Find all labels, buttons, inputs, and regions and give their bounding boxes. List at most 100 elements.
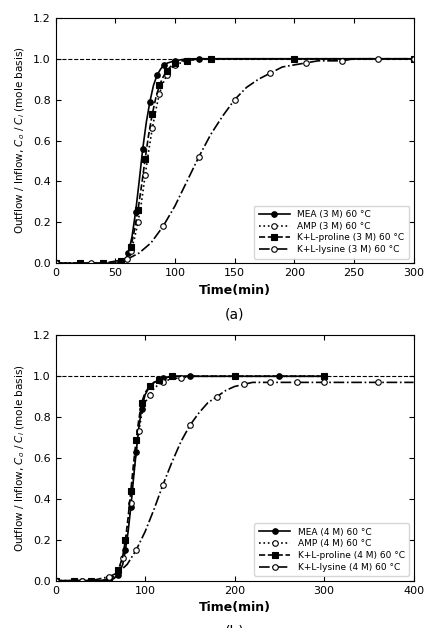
Line: K+L-proline (3 M) 60 °C: K+L-proline (3 M) 60 °C (53, 56, 417, 266)
K+L-proline (4 M) 60 °C (116, 566, 121, 574)
MEA (4 M) 60 °C (160, 374, 166, 382)
Line: K+L-proline (4 M) 60 °C: K+L-proline (4 M) 60 °C (53, 374, 327, 583)
K+L-proline (3 M) 60 °C (101, 259, 106, 267)
K+L-lysine (3 M) 60 °C (399, 55, 404, 63)
AMP (3 M) 60 °C (128, 247, 134, 255)
K+L-lysine (4 M) 60 °C (232, 382, 237, 390)
MEA (3 M) 60 °C (137, 178, 142, 185)
K+L-lysine (3 M) 60 °C (268, 69, 273, 77)
MEA (4 M) 60 °C (187, 372, 192, 380)
K+L-proline (4 M) 60 °C (142, 389, 148, 396)
K+L-lysine (3 M) 60 °C (160, 223, 166, 230)
K+L-proline (4 M) 60 °C (89, 577, 94, 585)
K+L-proline (4 M) 60 °C (187, 372, 192, 380)
K+L-lysine (3 M) 60 °C (387, 55, 392, 63)
MEA (3 M) 60 °C (232, 55, 237, 63)
K+L-lysine (4 M) 60 °C (286, 379, 291, 386)
K+L-lysine (4 M) 60 °C (259, 379, 264, 386)
X-axis label: Time(min): Time(min) (198, 601, 271, 614)
MEA (3 M) 60 °C (140, 145, 145, 153)
K+L-proline (3 M) 60 °C (124, 253, 130, 261)
AMP (4 M) 60 °C (53, 577, 58, 585)
AMP (4 M) 60 °C (116, 566, 121, 574)
K+L-proline (4 M) 60 °C (126, 514, 131, 521)
MEA (3 M) 60 °C (411, 55, 416, 63)
K+L-lysine (3 M) 60 °C (196, 153, 201, 161)
AMP (3 M) 60 °C (168, 65, 173, 73)
MEA (4 M) 60 °C (142, 391, 148, 398)
K+L-lysine (3 M) 60 °C (232, 96, 237, 104)
MEA (4 M) 60 °C (123, 546, 128, 554)
K+L-proline (4 M) 60 °C (232, 372, 237, 380)
K+L-lysine (4 M) 60 °C (357, 379, 363, 386)
MEA (4 M) 60 °C (232, 372, 237, 380)
K+L-proline (3 M) 60 °C (128, 243, 134, 251)
K+L-proline (4 M) 60 °C (123, 536, 128, 544)
K+L-proline (3 M) 60 °C (65, 259, 70, 267)
Text: (b): (b) (225, 625, 244, 628)
K+L-proline (3 M) 60 °C (292, 55, 297, 63)
K+L-lysine (4 M) 60 °C (223, 387, 228, 394)
MEA (3 M) 60 °C (126, 249, 131, 257)
Line: AMP (4 M) 60 °C: AMP (4 M) 60 °C (53, 374, 327, 583)
K+L-lysine (3 M) 60 °C (220, 112, 225, 120)
MEA (3 M) 60 °C (144, 119, 149, 126)
AMP (4 M) 60 °C (165, 377, 170, 384)
AMP (4 M) 60 °C (139, 411, 144, 419)
K+L-proline (4 M) 60 °C (107, 575, 112, 582)
MEA (3 M) 60 °C (53, 259, 58, 267)
K+L-proline (4 M) 60 °C (62, 577, 67, 585)
AMP (4 M) 60 °C (142, 399, 148, 406)
K+L-lysine (4 M) 60 °C (375, 379, 380, 386)
K+L-proline (4 M) 60 °C (136, 415, 141, 423)
AMP (3 M) 60 °C (113, 259, 118, 267)
MEA (4 M) 60 °C (128, 503, 134, 511)
MEA (3 M) 60 °C (133, 208, 138, 216)
MEA (3 M) 60 °C (119, 259, 124, 267)
Y-axis label: Outflow / Inflow, $C_o$ / $C_i$ (mole basis): Outflow / Inflow, $C_o$ / $C_i$ (mole ba… (14, 364, 28, 552)
K+L-proline (4 M) 60 °C (170, 372, 175, 380)
AMP (4 M) 60 °C (170, 374, 175, 382)
K+L-proline (4 M) 60 °C (134, 436, 139, 443)
K+L-lysine (3 M) 60 °C (363, 55, 368, 63)
MEA (3 M) 60 °C (147, 98, 152, 106)
AMP (4 M) 60 °C (152, 385, 157, 392)
AMP (3 M) 60 °C (164, 72, 169, 79)
K+L-lysine (3 M) 60 °C (89, 259, 94, 267)
AMP (4 M) 60 °C (232, 372, 237, 380)
AMP (3 M) 60 °C (157, 90, 162, 97)
K+L-proline (3 M) 60 °C (157, 82, 162, 89)
MEA (4 M) 60 °C (277, 372, 282, 380)
K+L-lysine (3 M) 60 °C (244, 84, 249, 91)
Line: K+L-lysine (3 M) 60 °C: K+L-lysine (3 M) 60 °C (53, 56, 417, 266)
Line: K+L-lysine (4 M) 60 °C: K+L-lysine (4 M) 60 °C (53, 379, 417, 583)
MEA (4 M) 60 °C (111, 575, 117, 582)
K+L-lysine (4 M) 60 °C (53, 577, 58, 585)
MEA (3 M) 60 °C (292, 55, 297, 63)
K+L-lysine (4 M) 60 °C (98, 575, 103, 582)
AMP (3 M) 60 °C (196, 55, 201, 63)
K+L-proline (4 M) 60 °C (120, 553, 125, 560)
Y-axis label: Outflow / Inflow, $C_o$ / $C_i$ (mole basis): Outflow / Inflow, $C_o$ / $C_i$ (mole ba… (14, 46, 28, 234)
MEA (4 M) 60 °C (120, 561, 125, 568)
K+L-proline (3 M) 60 °C (178, 57, 184, 65)
K+L-lysine (3 M) 60 °C (315, 57, 321, 65)
AMP (4 M) 60 °C (156, 381, 161, 388)
MEA (3 M) 60 °C (77, 259, 82, 267)
MEA (4 M) 60 °C (136, 424, 141, 431)
K+L-lysine (3 M) 60 °C (292, 61, 297, 68)
AMP (3 M) 60 °C (101, 259, 106, 267)
K+L-proline (3 M) 60 °C (351, 55, 357, 63)
K+L-proline (3 M) 60 °C (196, 55, 201, 63)
K+L-proline (4 M) 60 °C (139, 399, 144, 406)
AMP (3 M) 60 °C (142, 171, 148, 179)
MEA (3 M) 60 °C (129, 233, 134, 241)
K+L-proline (3 M) 60 °C (77, 259, 82, 267)
K+L-lysine (4 M) 60 °C (196, 409, 201, 417)
MEA (3 M) 60 °C (65, 259, 70, 267)
AMP (4 M) 60 °C (178, 374, 184, 382)
K+L-proline (4 M) 60 °C (80, 577, 85, 585)
AMP (4 M) 60 °C (107, 575, 112, 582)
MEA (4 M) 60 °C (139, 405, 144, 413)
K+L-proline (4 M) 60 °C (156, 377, 161, 384)
